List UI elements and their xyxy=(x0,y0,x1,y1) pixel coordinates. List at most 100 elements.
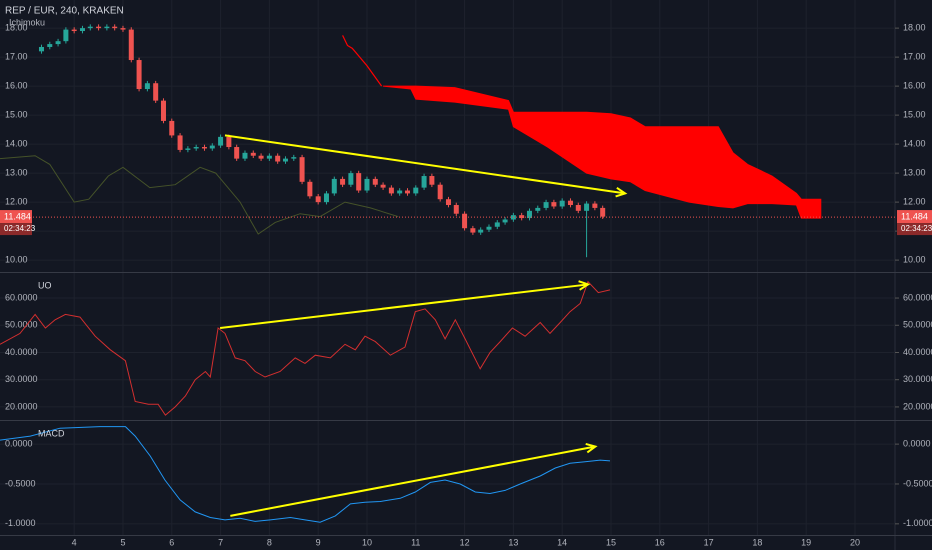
y-tick-label: 60.0000 xyxy=(903,292,932,302)
candle-body xyxy=(55,41,61,45)
candle-body xyxy=(47,44,53,47)
y-tick-label: 12.00 xyxy=(903,196,926,206)
y-tick-label: 17.00 xyxy=(903,52,926,62)
x-tick-label: 17 xyxy=(704,537,714,547)
indicator-line xyxy=(0,426,611,523)
candle-body xyxy=(71,29,77,32)
candle-body xyxy=(104,26,110,29)
candle-body xyxy=(462,213,468,229)
candle-body xyxy=(575,205,581,211)
trend-arrow xyxy=(219,280,591,329)
y-tick-label: 30.0000 xyxy=(903,374,932,384)
candle-body xyxy=(266,155,272,159)
y-tick-label: 0.0000 xyxy=(5,438,33,448)
candle-body xyxy=(79,28,85,32)
x-tick-label: 18 xyxy=(752,537,762,547)
candle-body xyxy=(96,26,102,29)
pane: 10.0010.0011.0011.0012.0012.0013.0013.00… xyxy=(0,0,932,272)
candle-body xyxy=(242,152,248,159)
candle-body xyxy=(250,152,256,156)
candle-body xyxy=(153,83,159,101)
indicator-label: Ichimoku xyxy=(9,17,45,27)
y-tick-label: 60.0000 xyxy=(5,292,38,302)
y-tick-label: 13.00 xyxy=(5,167,28,177)
y-tick-label: 12.00 xyxy=(5,196,28,206)
x-tick-label: 7 xyxy=(218,537,223,547)
x-tick-label: 20 xyxy=(850,537,860,547)
candle-body xyxy=(543,202,549,208)
candle-body xyxy=(567,200,573,206)
y-tick-label: 20.0000 xyxy=(903,401,932,411)
candle-body xyxy=(348,173,354,185)
price-tag-label: 11.484 xyxy=(901,211,928,221)
pane: 0.0000 0.0000 -0.5000 -0.5000 -1.0000 -1.0000… xyxy=(0,421,932,535)
y-tick-label: 0.0000 xyxy=(903,438,931,448)
candle-body xyxy=(404,190,410,194)
indicator-line xyxy=(0,280,611,416)
candle-body xyxy=(551,202,557,207)
candle-body xyxy=(397,190,403,194)
candle-body xyxy=(38,46,44,52)
countdown-label: 02:34:23 xyxy=(901,224,932,233)
x-tick-label: 9 xyxy=(316,537,321,547)
candle-body xyxy=(478,229,484,233)
trend-arrow xyxy=(224,134,628,198)
x-tick-label: 11 xyxy=(411,537,420,547)
pane-title: MACD xyxy=(38,428,65,438)
y-tick-label: 30.0000 xyxy=(5,374,38,384)
y-tick-label: 40.0000 xyxy=(903,347,932,357)
x-tick-label: 6 xyxy=(169,537,174,547)
candle-body xyxy=(584,203,590,211)
y-tick-label: 40.0000 xyxy=(5,347,38,357)
x-tick-label: 16 xyxy=(655,537,665,547)
candle-body xyxy=(494,222,500,227)
trend-arrow xyxy=(230,442,598,517)
candle-body xyxy=(185,148,191,150)
lead-line xyxy=(342,35,383,87)
candle-body xyxy=(559,200,565,207)
candle-body xyxy=(160,100,166,121)
chart-title: REP / EUR, 240, KRAKEN xyxy=(5,6,124,17)
candle-body xyxy=(535,207,541,211)
y-tick-label: -0.5000 xyxy=(5,478,36,488)
x-tick-label: 13 xyxy=(508,537,518,547)
candle-body xyxy=(63,29,69,42)
candle-body xyxy=(275,155,281,162)
y-tick-label: 15.00 xyxy=(903,109,926,119)
candle-body xyxy=(282,158,288,162)
y-tick-label: 16.00 xyxy=(5,80,28,90)
candle-body xyxy=(486,226,492,230)
pane-title: UO xyxy=(38,280,52,290)
candle-body xyxy=(209,145,215,149)
candle-body xyxy=(120,28,126,30)
candle-body xyxy=(600,207,606,217)
candle-body xyxy=(315,196,321,203)
y-tick-label: 18.00 xyxy=(5,23,28,33)
y-tick-label: 14.00 xyxy=(5,138,28,148)
candle-body xyxy=(388,187,394,194)
candle-body xyxy=(226,136,232,148)
y-tick-label: -0.5000 xyxy=(903,478,932,488)
y-tick-label: 13.00 xyxy=(903,167,926,177)
candle-body xyxy=(356,173,362,191)
x-tick-label: 10 xyxy=(362,537,372,547)
candle-body xyxy=(87,26,93,29)
x-tick-label: 14 xyxy=(557,537,567,547)
candle-body xyxy=(519,215,525,219)
candle-body xyxy=(234,147,240,159)
y-tick-label: 18.00 xyxy=(903,23,926,33)
candle-body xyxy=(331,178,337,194)
candle-body xyxy=(307,181,313,197)
pane: 20.0000 20.0000 30.0000 30.0000 40.0000 40.00… xyxy=(0,273,932,420)
candle-body xyxy=(323,193,329,203)
y-tick-label: 10.00 xyxy=(903,254,926,264)
price-tag-label: 11.484 xyxy=(4,211,31,221)
price-tag xyxy=(0,210,32,224)
candle-body xyxy=(470,228,476,233)
candle-body xyxy=(201,147,207,149)
y-tick-label: 20.0000 xyxy=(5,401,38,411)
y-tick-label: 14.00 xyxy=(903,138,926,148)
candle-body xyxy=(136,60,142,90)
y-tick-label: 10.00 xyxy=(5,254,28,264)
